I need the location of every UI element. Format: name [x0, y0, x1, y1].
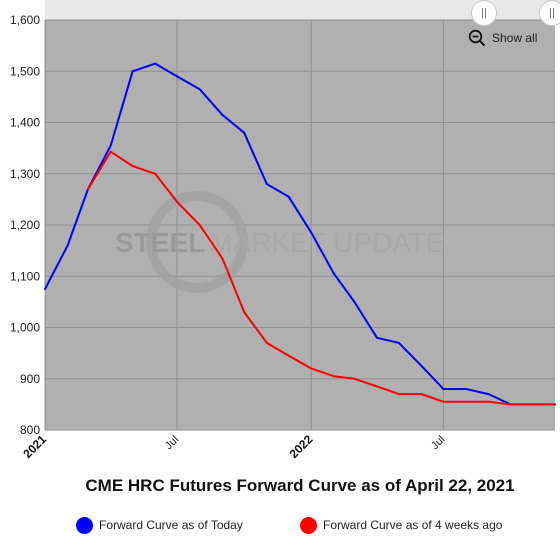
data-point[interactable] [131, 165, 134, 168]
data-point[interactable] [487, 400, 490, 403]
data-point[interactable] [509, 403, 512, 406]
data-point[interactable] [287, 354, 290, 357]
y-tick-label: 1,600 [10, 13, 40, 27]
data-point[interactable] [287, 195, 290, 198]
data-point[interactable] [353, 300, 356, 303]
legend-item-4-weeks-ago[interactable]: Forward Curve as of 4 weeks ago [300, 514, 502, 536]
legend-item-today[interactable]: Forward Curve as of Today [76, 514, 243, 536]
watermark-rest: MARKET UPDATE [209, 227, 444, 258]
show-all-label: Show all [492, 31, 538, 45]
data-point[interactable] [109, 144, 112, 147]
data-point[interactable] [243, 311, 246, 314]
y-tick-label: 1,400 [10, 116, 40, 130]
chart-title: CME HRC Futures Forward Curve as of Apri… [85, 476, 515, 495]
legend-label-today: Forward Curve as of Today [99, 518, 243, 532]
y-tick-label: 900 [20, 372, 40, 386]
data-point[interactable] [532, 403, 535, 406]
data-point[interactable] [310, 231, 313, 234]
data-point[interactable] [375, 385, 378, 388]
series-line-0[interactable] [44, 62, 555, 406]
data-point[interactable] [243, 131, 246, 134]
show-all-button[interactable]: Show all [468, 28, 537, 48]
data-point[interactable] [397, 341, 400, 344]
data-point[interactable] [109, 150, 112, 153]
data-point[interactable] [332, 272, 335, 275]
data-point[interactable] [198, 224, 201, 226]
data-point[interactable] [353, 377, 356, 380]
data-point[interactable] [66, 244, 69, 247]
x-tick-label: Jul [429, 434, 447, 452]
data-point[interactable] [397, 393, 400, 396]
watermark-logo: STEEL MARKET UPDATE [115, 191, 445, 293]
legend-label-4-weeks-ago: Forward Curve as of 4 weeks ago [323, 518, 503, 532]
data-point[interactable] [44, 288, 46, 291]
data-point[interactable] [154, 62, 157, 65]
series-line-1[interactable] [87, 150, 555, 406]
y-tick-label: 1,300 [10, 167, 40, 181]
data-point[interactable] [176, 75, 179, 78]
series-layer [44, 62, 556, 406]
data-point[interactable] [221, 113, 224, 116]
data-point[interactable] [310, 367, 313, 370]
zoom-out-icon [468, 29, 486, 47]
data-point[interactable] [265, 341, 268, 344]
navigator-strip[interactable] [45, 0, 560, 20]
navigator-right-handle[interactable]: || [539, 0, 560, 26]
y-tick-label: 1,100 [10, 269, 40, 283]
x-tick-label: 2022 [287, 432, 316, 461]
y-tick-label: 1,500 [10, 64, 40, 78]
y-tick-label: 800 [20, 423, 40, 437]
data-point[interactable] [420, 393, 423, 396]
data-point[interactable] [198, 88, 201, 91]
watermark-bold: STEEL [115, 227, 205, 258]
navigator-left-handle[interactable]: || [471, 0, 497, 26]
data-point[interactable] [176, 200, 179, 203]
data-point[interactable] [265, 183, 268, 185]
y-tick-label: 1,200 [10, 218, 40, 232]
data-point[interactable] [221, 257, 224, 260]
data-point[interactable] [131, 70, 134, 73]
legend-marker-today [76, 516, 93, 534]
y-tick-label: 1,000 [10, 321, 40, 335]
data-point[interactable] [442, 400, 445, 403]
x-axis: 2021 Jul 2022 Jul [20, 432, 447, 461]
data-point[interactable] [464, 400, 467, 403]
data-point[interactable] [332, 375, 335, 378]
legend-marker-4-weeks-ago [300, 516, 317, 534]
data-point[interactable] [554, 403, 556, 406]
grid-lines [44, 19, 555, 431]
data-point[interactable] [420, 364, 423, 367]
data-point[interactable] [87, 188, 90, 191]
x-tick-label: Jul [163, 434, 181, 452]
y-axis: 800 900 1,000 1,100 1,200 1,300 1,400 1,500 1,60… [10, 13, 40, 437]
data-point[interactable] [487, 393, 490, 396]
data-point[interactable] [442, 388, 445, 390]
data-point[interactable] [464, 388, 467, 390]
data-point[interactable] [375, 336, 378, 339]
data-point[interactable] [154, 172, 157, 175]
